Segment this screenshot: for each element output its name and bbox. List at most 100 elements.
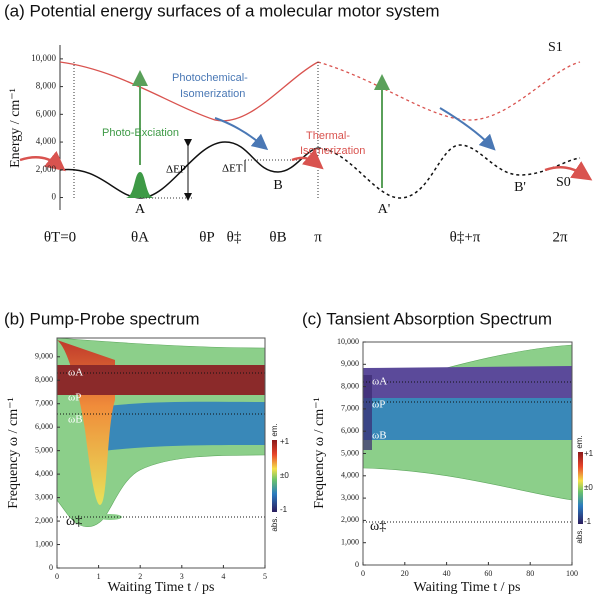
s0-curve: [317, 144, 581, 199]
y-tick-label: 10,000: [337, 337, 359, 346]
x-tick-label: 0: [361, 569, 365, 578]
y-tick-label: 9,000: [341, 359, 359, 368]
y-tick-label: 5,000: [341, 448, 359, 457]
annotation: S1: [548, 40, 563, 55]
panel-b: (b) Pump-Probe spectrum Frequency ω / cm…: [4, 309, 290, 595]
x-axis-label: Waiting Time t / ps: [413, 580, 520, 595]
x-tick-label: θ‡: [227, 229, 242, 245]
colorbar-label: abs.: [575, 528, 584, 543]
colorbar-label: -1: [584, 517, 592, 526]
y-tick-label: 0: [355, 560, 359, 569]
isomerization-arrow: [439, 107, 496, 151]
annotation: ωP: [372, 399, 385, 411]
x-tick-label: 20: [401, 569, 409, 578]
y-tick-label: 1,000: [35, 539, 53, 548]
y-tick-label: 6,000: [36, 108, 57, 118]
panel-title: (b) Pump-Probe spectrum: [4, 309, 200, 328]
colorbar-label: em.: [575, 435, 584, 448]
annotation: A': [378, 202, 391, 217]
y-tick-label: 3,000: [35, 492, 53, 501]
y-tick-label: 4,000: [35, 469, 53, 478]
y-tick-label: 4,000: [36, 136, 57, 146]
panel-c: (c) Tansient Absorption Spectrum Frequen…: [302, 309, 594, 595]
x-tick-label: 2: [138, 572, 142, 581]
y-tick-label: 2,000: [341, 515, 359, 524]
contour: [363, 344, 572, 523]
annotation: ω‡: [66, 514, 82, 529]
annotation: Photochemical-: [172, 72, 248, 84]
y-tick-label: 9,000: [35, 352, 53, 361]
annotation: B: [273, 178, 282, 193]
annotation: Isomerization: [300, 145, 365, 157]
annotation: ΔEP: [166, 164, 186, 176]
x-tick-label: π: [314, 229, 322, 245]
annotation: Thermal-: [306, 130, 350, 142]
panel-title: (c) Tansient Absorption Spectrum: [302, 309, 552, 328]
colorbar-label: em.: [270, 423, 279, 436]
y-tick-label: 10,000: [31, 53, 56, 63]
x-tick-label: 5: [263, 572, 267, 581]
colorbar-label: ±0: [584, 483, 593, 492]
colorbar-label: -1: [280, 505, 288, 514]
x-tick-label: 40: [443, 569, 451, 578]
colorbar-label: +1: [584, 449, 594, 458]
y-tick-label: 7,000: [35, 399, 53, 408]
y-tick-label: 2,000: [36, 164, 57, 174]
y-tick-label: 6,000: [341, 426, 359, 435]
annotation: S0: [556, 175, 571, 190]
wavepacket: [125, 172, 155, 198]
s1-curve: [317, 61, 581, 121]
y-axis-label: Frequency ω / cm⁻¹: [312, 397, 327, 508]
x-tick-label: 100: [566, 569, 578, 578]
y-tick-label: 1,000: [341, 538, 359, 547]
colorbar: [578, 452, 583, 524]
x-tick-label: 0: [55, 572, 59, 581]
isomerization-arrow: [214, 117, 269, 151]
annotation: ωB: [68, 414, 83, 426]
thermal-arrow: [291, 148, 324, 170]
y-tick-label: 6,000: [35, 422, 53, 431]
annotation: Photo-Exciation: [102, 127, 179, 139]
x-axis-label: Waiting Time t / ps: [107, 580, 214, 595]
annotation: ωP: [68, 392, 81, 404]
annotation: B': [514, 180, 526, 195]
y-tick-label: 8,000: [36, 81, 57, 91]
annotation: ω‡: [370, 519, 386, 534]
x-tick-label: θT=0: [44, 229, 76, 245]
contour: [57, 338, 265, 528]
colorbar-label: abs.: [270, 516, 279, 531]
y-axis-label: Frequency ω / cm⁻¹: [6, 397, 21, 508]
x-tick-label: 60: [484, 569, 492, 578]
annotation: A: [135, 202, 146, 217]
x-tick-label: θ‡+π: [450, 229, 481, 245]
annotation: Isomerization: [180, 88, 245, 100]
x-tick-label: 80: [526, 569, 534, 578]
annotation: ωB: [372, 430, 387, 442]
y-tick-label: 7,000: [341, 404, 359, 413]
colorbar-label: ±0: [280, 471, 289, 480]
y-tick-label: 8,000: [341, 381, 359, 390]
thermal-arrow: [19, 150, 66, 172]
y-tick-label: 3,000: [341, 493, 359, 502]
x-tick-label: θB: [269, 229, 286, 245]
annotation: ωA: [372, 376, 387, 388]
y-tick-label: 0: [52, 192, 57, 202]
plot-frame: [56, 337, 266, 569]
x-tick-label: 3: [180, 572, 184, 581]
colorbar: [272, 440, 277, 512]
x-tick-label: θP: [199, 229, 215, 245]
x-tick-label: θA: [131, 229, 149, 245]
y-tick-label: 4,000: [341, 471, 359, 480]
colorbar-label: +1: [280, 437, 290, 446]
x-tick-label: 4: [221, 572, 225, 581]
y-tick-label: 0: [49, 563, 53, 572]
panel-a: (a) Potential energy surfaces of a molec…: [4, 1, 593, 245]
thermal-arrow: [544, 161, 593, 181]
x-tick-label: 1: [97, 572, 101, 581]
s0-curve: [59, 141, 319, 199]
s1-curve: [59, 61, 319, 122]
y-tick-label: 8,000: [35, 375, 53, 384]
y-tick-label: 5,000: [35, 445, 53, 454]
panel-title: (a) Potential energy surfaces of a molec…: [4, 1, 440, 20]
